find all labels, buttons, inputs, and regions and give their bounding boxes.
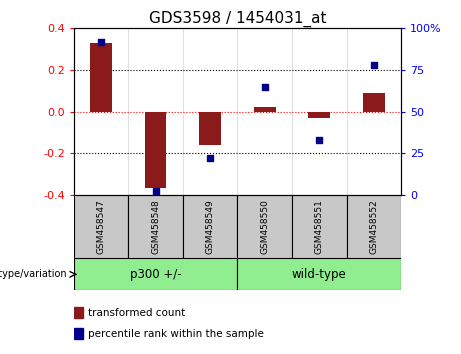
Text: percentile rank within the sample: percentile rank within the sample bbox=[89, 329, 264, 339]
Bar bbox=[90, 43, 112, 112]
Bar bbox=[74, 258, 237, 290]
Bar bbox=[74, 329, 83, 339]
Bar bbox=[199, 112, 221, 145]
Bar bbox=[308, 112, 330, 118]
Text: transformed count: transformed count bbox=[89, 308, 186, 318]
Bar bbox=[237, 195, 292, 258]
Bar bbox=[74, 307, 83, 318]
Point bbox=[152, 189, 159, 194]
Bar bbox=[347, 195, 401, 258]
Text: GSM458550: GSM458550 bbox=[260, 199, 269, 254]
Text: GSM458551: GSM458551 bbox=[315, 199, 324, 254]
Text: GSM458549: GSM458549 bbox=[206, 199, 215, 254]
Text: wild-type: wild-type bbox=[292, 268, 347, 281]
Bar bbox=[145, 112, 166, 188]
Bar bbox=[254, 107, 276, 112]
Bar bbox=[237, 258, 401, 290]
Text: genotype/variation: genotype/variation bbox=[0, 269, 67, 279]
Point bbox=[315, 137, 323, 143]
Bar bbox=[363, 93, 384, 112]
Bar bbox=[128, 195, 183, 258]
Bar bbox=[74, 195, 128, 258]
Title: GDS3598 / 1454031_at: GDS3598 / 1454031_at bbox=[148, 11, 326, 27]
Point bbox=[261, 84, 268, 89]
Text: GSM458547: GSM458547 bbox=[96, 199, 106, 254]
Bar bbox=[292, 195, 347, 258]
Point bbox=[97, 39, 105, 45]
Text: GSM458552: GSM458552 bbox=[369, 199, 378, 254]
Bar bbox=[183, 195, 237, 258]
Point bbox=[207, 155, 214, 161]
Text: p300 +/-: p300 +/- bbox=[130, 268, 181, 281]
Point bbox=[370, 62, 378, 68]
Text: GSM458548: GSM458548 bbox=[151, 199, 160, 254]
